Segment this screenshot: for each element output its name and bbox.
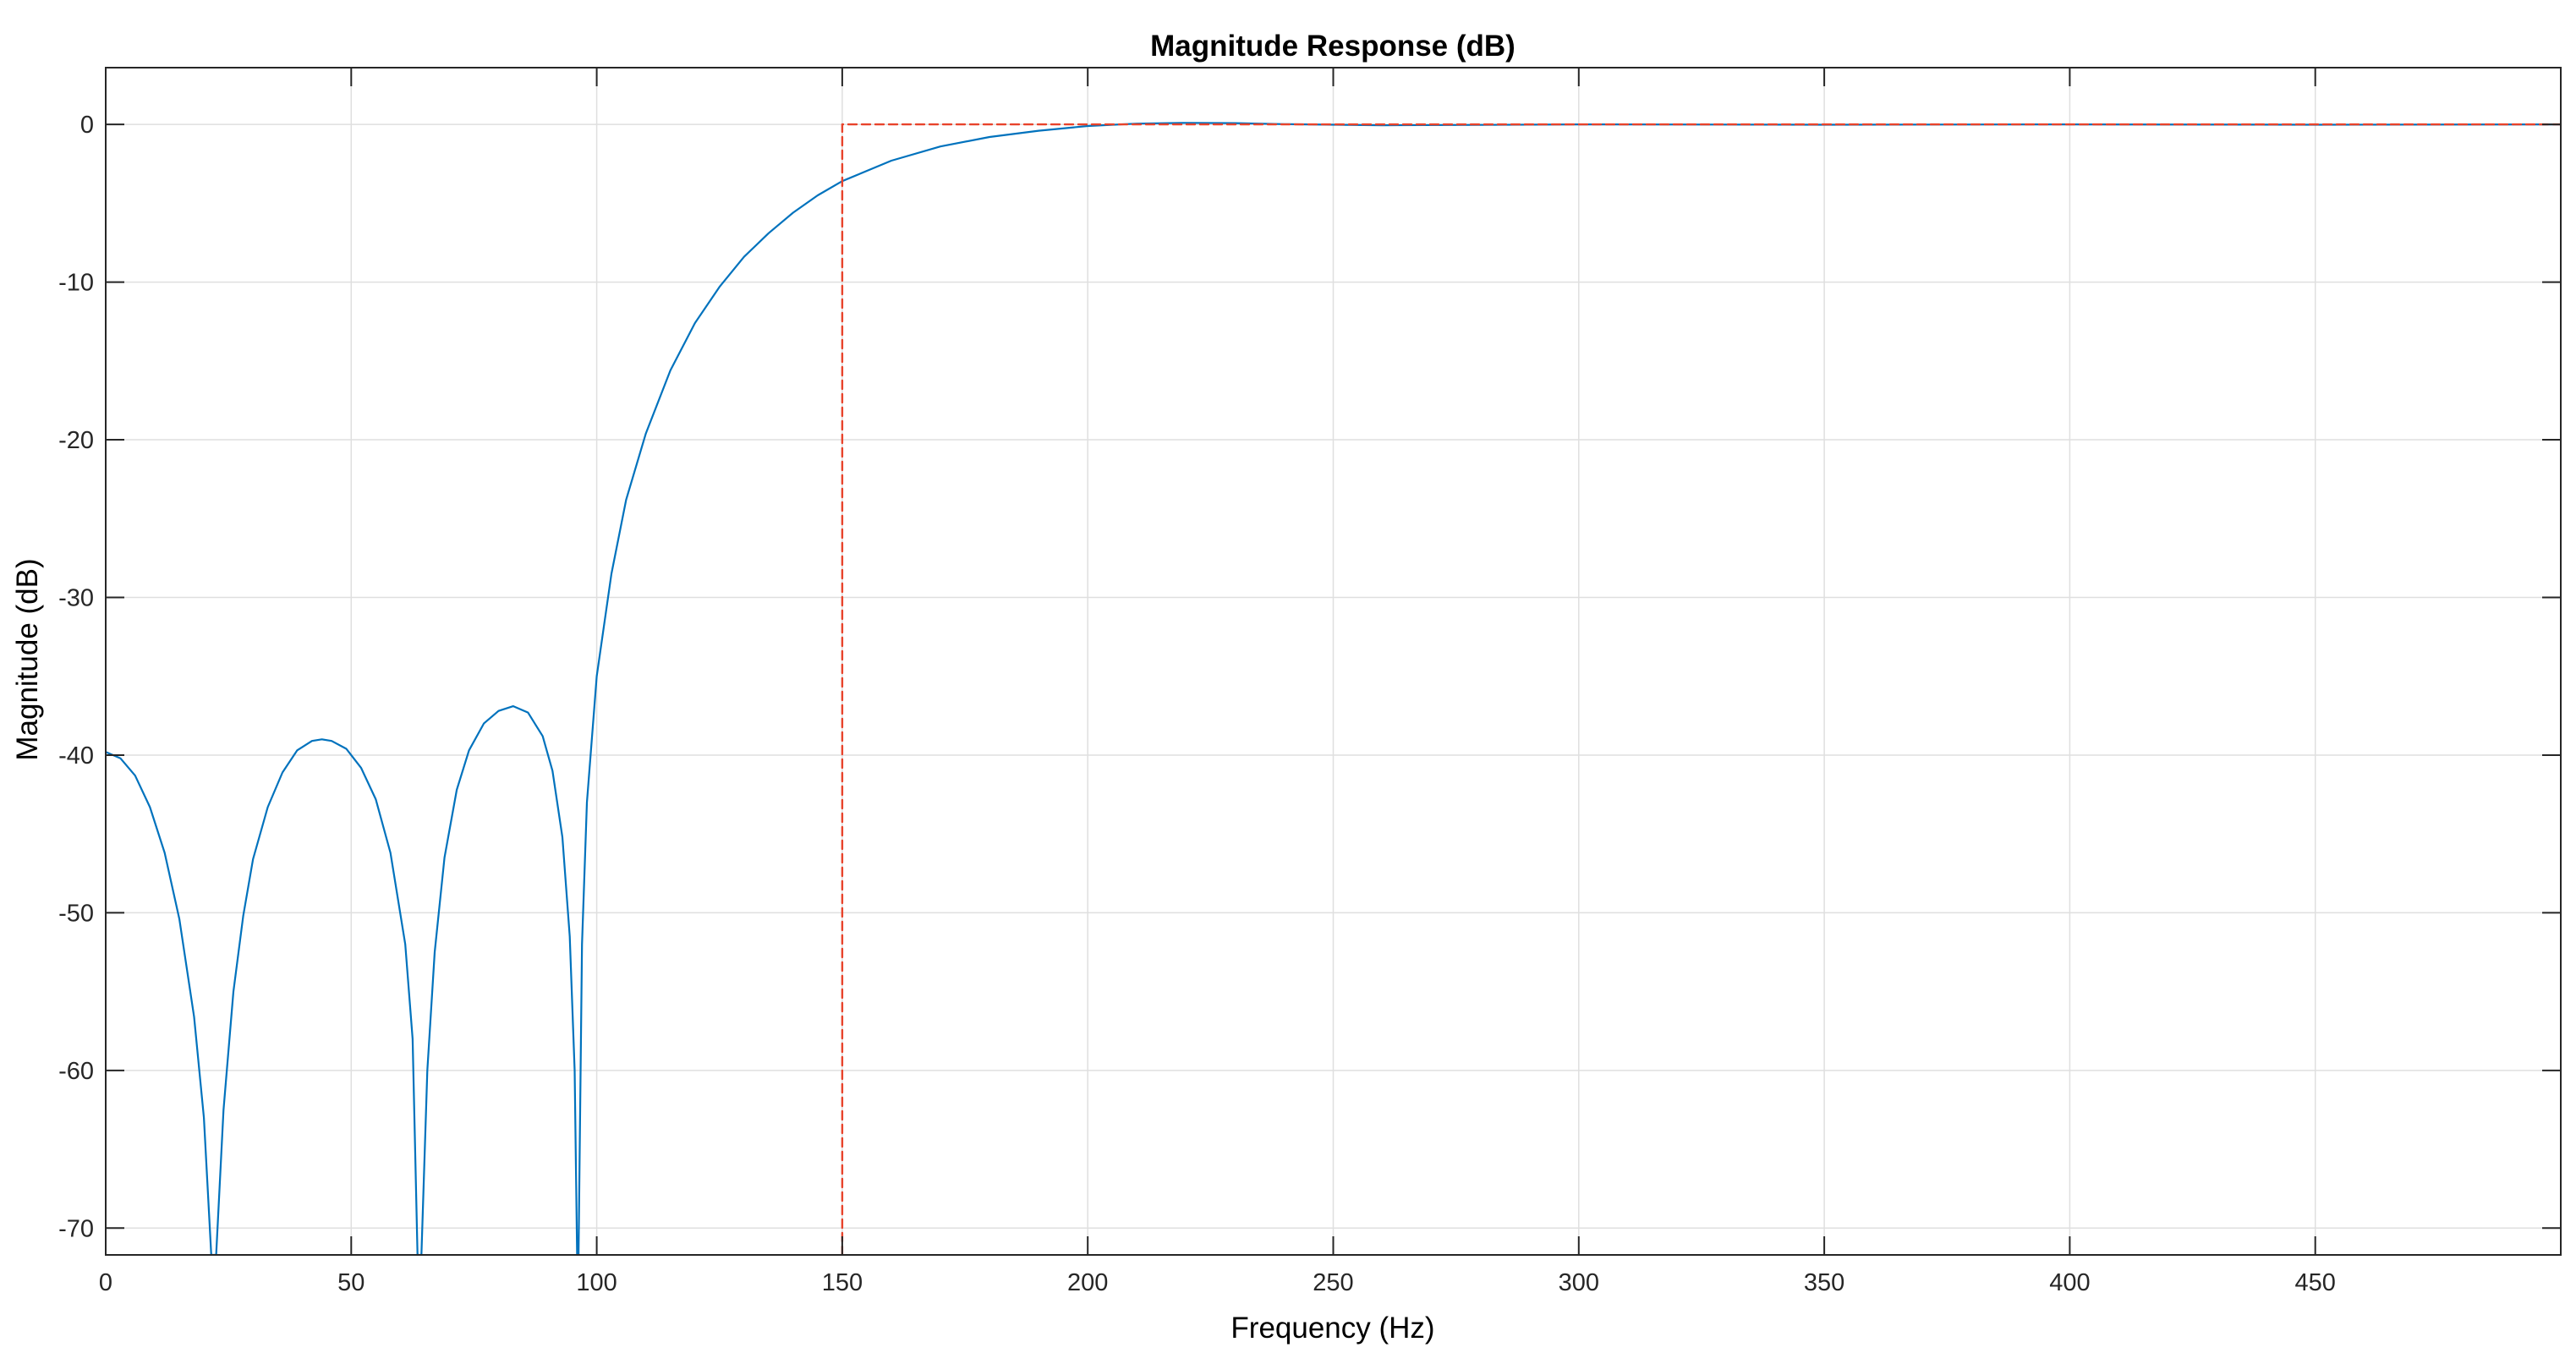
x-tick-label: 300 — [1559, 1269, 1599, 1296]
y-tick-label: -30 — [58, 584, 94, 611]
x-tick-label: 450 — [2295, 1269, 2336, 1296]
x-tick-label: 200 — [1067, 1269, 1108, 1296]
y-axis-label: Magnitude (dB) — [11, 558, 44, 760]
tick-marks — [105, 68, 2561, 1255]
tick-labels: 0 50 100 150 200 250 300 350 400 450 0 -10 -20 -30 -40… — [58, 112, 2336, 1296]
y-tick-label: -20 — [58, 427, 94, 454]
y-tick-label: -50 — [58, 900, 94, 927]
x-tick-label: 150 — [822, 1269, 863, 1296]
x-axis-label: Frequency (Hz) — [1230, 1312, 1434, 1345]
plot-area: 0 50 100 150 200 250 300 350 400 450 0 -10 -20 -30 -40… — [58, 67, 2562, 1296]
y-tick-label: -60 — [58, 1058, 94, 1085]
x-tick-label: 350 — [1804, 1269, 1844, 1296]
y-tick-label: 0 — [80, 112, 94, 139]
x-tick-label: 100 — [576, 1269, 617, 1296]
x-tick-label: 250 — [1313, 1269, 1353, 1296]
x-tick-label: 400 — [2049, 1269, 2090, 1296]
chart-title: Magnitude Response (dB) — [1150, 30, 1515, 63]
x-tick-label: 50 — [337, 1269, 364, 1296]
magnitude-response-line — [106, 122, 2561, 1255]
x-tick-label: 0 — [99, 1269, 112, 1296]
y-tick-label: -70 — [58, 1215, 94, 1242]
series-layer — [106, 122, 2561, 1255]
y-tick-label: -10 — [58, 270, 94, 297]
y-tick-label: -40 — [58, 742, 94, 770]
specification-mask-line — [841, 123, 2561, 1255]
